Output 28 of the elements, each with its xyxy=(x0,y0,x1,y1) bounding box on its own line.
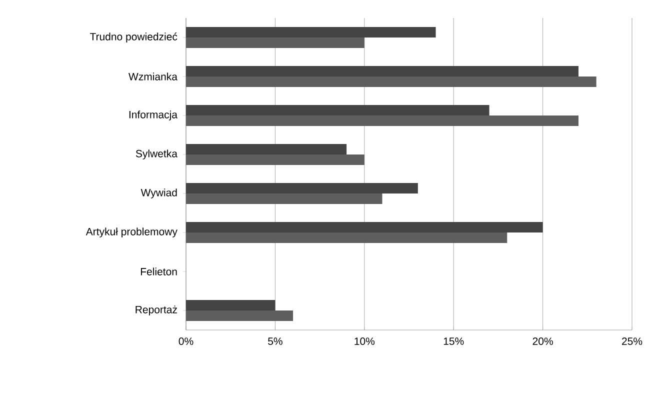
y-tick-label: Felieton xyxy=(140,268,177,276)
bar xyxy=(186,144,347,155)
y-tick-label: Trudno powiedzieć xyxy=(90,32,178,42)
y-tick-label: Wzmianka xyxy=(128,72,178,80)
bar xyxy=(186,38,364,48)
bar xyxy=(186,66,578,77)
bar xyxy=(186,154,364,166)
bar xyxy=(186,27,436,38)
bar xyxy=(186,232,508,244)
y-tick-label: Wywiad xyxy=(140,188,177,198)
bar xyxy=(186,194,382,204)
x-tick-label: 15% xyxy=(444,338,464,345)
bar xyxy=(186,222,543,233)
bar xyxy=(186,105,490,116)
bar xyxy=(186,76,596,88)
y-tick-label: Sylwetka xyxy=(136,150,178,160)
y-tick-label: Reportaż xyxy=(136,306,177,316)
x-tick-label: 5% xyxy=(268,338,282,345)
x-tick-label: 25% xyxy=(622,338,642,345)
bar xyxy=(186,183,418,194)
bar xyxy=(186,116,578,126)
bar xyxy=(186,300,276,311)
x-tick-label: 10% xyxy=(354,338,375,345)
x-tick-label: 0% xyxy=(178,338,194,345)
y-tick-label: Informacja xyxy=(129,110,178,120)
bar xyxy=(186,310,294,322)
x-tick-label: 20% xyxy=(532,338,553,345)
y-tick-label: Artykuł problemowy xyxy=(86,228,178,238)
